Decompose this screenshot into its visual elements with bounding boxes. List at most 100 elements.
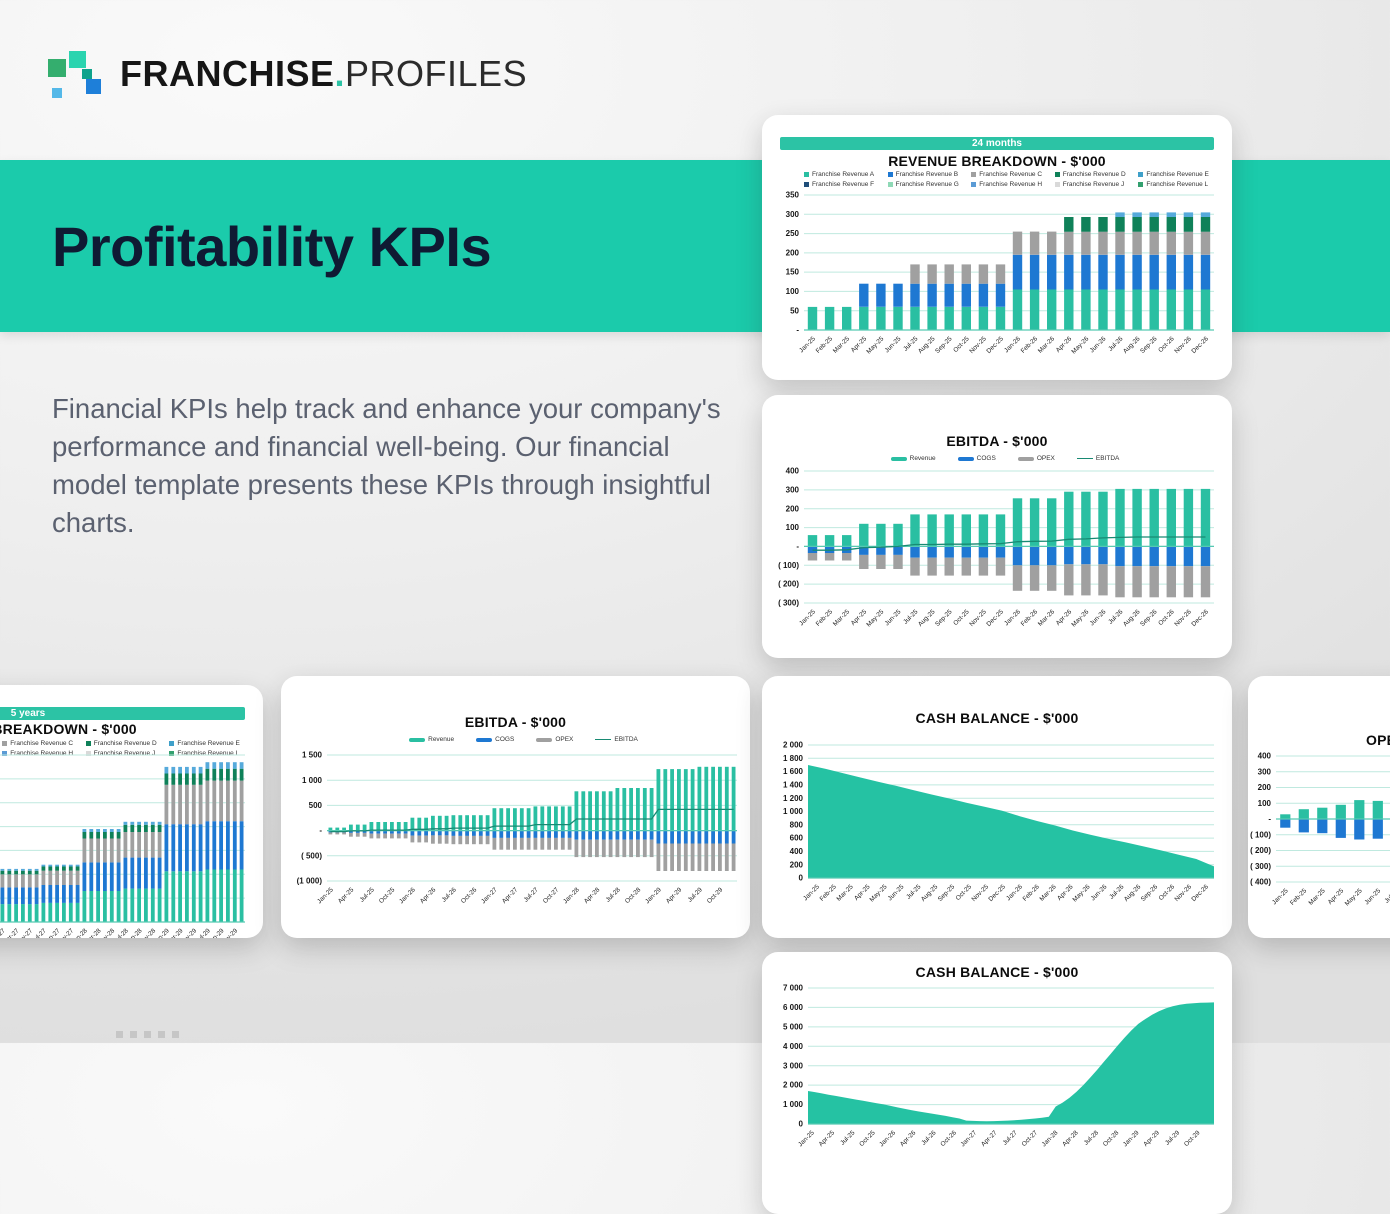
- legend-item: Franchise Revenue E: [1138, 171, 1209, 178]
- svg-text:Nov-25: Nov-25: [968, 335, 988, 355]
- svg-text:-: -: [796, 326, 799, 335]
- legend-label: Franchise Revenue E: [1146, 171, 1209, 178]
- footer-mark: [130, 1031, 137, 1038]
- svg-text:Jul-26: Jul-26: [920, 1129, 938, 1147]
- svg-text:Sep-25: Sep-25: [937, 883, 957, 903]
- svg-text:( 100): ( 100): [1250, 830, 1271, 839]
- svg-text:Aug-26: Aug-26: [1122, 335, 1142, 355]
- svg-text:Jun-25: Jun-25: [887, 883, 906, 902]
- svg-text:Aug-25: Aug-25: [920, 883, 940, 903]
- legend-item: Franchise Revenue L: [169, 750, 239, 757]
- svg-text:Sep-26: Sep-26: [1139, 335, 1159, 355]
- svg-text:May-29: May-29: [178, 927, 198, 938]
- svg-text:Mar-25: Mar-25: [832, 335, 852, 355]
- svg-text:May-26: May-26: [1071, 883, 1091, 903]
- legend-item: EBITDA: [595, 736, 638, 743]
- legend-item: Franchise Revenue H: [971, 181, 1042, 188]
- svg-text:50: 50: [790, 306, 799, 315]
- revenue-breakdown-5y-card: 5 yearsREVENUE BREAKDOWN - $'000 Franchis…: [0, 685, 263, 938]
- svg-text:Jan-26: Jan-26: [1003, 335, 1022, 354]
- svg-text:Aug-25: Aug-25: [917, 608, 937, 628]
- legend-label: EBITDA: [614, 736, 638, 743]
- svg-text:Jan-26: Jan-26: [398, 886, 417, 905]
- slide-title: Profitability KPIs: [52, 214, 492, 278]
- svg-text:Sep-25: Sep-25: [934, 608, 954, 628]
- svg-text:600: 600: [790, 834, 804, 843]
- svg-text:Oct-28: Oct-28: [624, 886, 643, 905]
- legend-label: Franchise Revenue C: [979, 171, 1043, 178]
- chart-title: CASH BALANCE - $'000: [915, 964, 1079, 980]
- svg-text:Mar-26: Mar-26: [1037, 335, 1057, 355]
- svg-text:Jan-28: Jan-28: [562, 886, 581, 905]
- legend-item: Franchise Revenue A: [804, 171, 874, 178]
- legend-item: Franchise Revenue G: [887, 181, 959, 188]
- svg-text:Oct-26: Oct-26: [460, 886, 479, 905]
- svg-text:100: 100: [1258, 799, 1272, 808]
- legend-item: Franchise Revenue L: [1138, 181, 1208, 188]
- legend-marker-icon: [804, 182, 809, 187]
- logo-blue-square: [86, 79, 101, 94]
- svg-text:( 200): ( 200): [1250, 846, 1271, 855]
- svg-text:200: 200: [786, 504, 800, 513]
- svg-text:Feb-25: Feb-25: [819, 883, 839, 903]
- svg-text:May-26: May-26: [1070, 335, 1090, 355]
- chart-title: EBITDA - $'000: [946, 433, 1048, 449]
- svg-text:Feb-25: Feb-25: [1289, 887, 1309, 907]
- chart-title: CASH BALANCE - $'000: [915, 710, 1079, 726]
- intro-paragraph: Financial KPIs help track and enhance yo…: [52, 393, 721, 538]
- legend-marker-icon: [536, 737, 553, 742]
- svg-text:1 600: 1 600: [783, 767, 804, 776]
- svg-text:Jan-25: Jan-25: [1271, 887, 1290, 906]
- ebitda-24m-card: EBITDA - $'000 Revenue COGS OPEX EBITDA 400 30…: [762, 395, 1232, 658]
- chart-title: EBITDA - $'000: [464, 714, 567, 730]
- legend-item: OPEX: [536, 736, 573, 743]
- legend-item: Franchise Revenue D: [1054, 171, 1126, 178]
- svg-text:Jul-25: Jul-25: [839, 1129, 857, 1147]
- svg-text:Sep-28: Sep-28: [124, 927, 144, 938]
- svg-text:Jun-25: Jun-25: [884, 335, 903, 354]
- chart-legend: Revenue COGS OPEX EBITDA: [792, 455, 1218, 462]
- cash-balance-24m-card: CASH BALANCE - $'000 2 000 1 800 1 600 1 400…: [762, 676, 1232, 938]
- svg-text:Feb-26: Feb-26: [1020, 608, 1040, 628]
- cash-balance-5y-card: CASH BALANCE - $'000 7 000 6 000 5 000 4 000…: [762, 952, 1232, 1214]
- legend-marker-icon: [890, 456, 907, 461]
- svg-text:800: 800: [790, 820, 804, 829]
- legend-label: Franchise Revenue A: [812, 171, 875, 178]
- chart-plot: 400 300 200 100 - ( 100) ( 200) ( 300) ( 400)Jan…: [1250, 752, 1390, 907]
- svg-text:350: 350: [786, 191, 800, 200]
- svg-text:Oct-27: Oct-27: [542, 886, 561, 905]
- slide: FRANCHISE.PROFILES Profitability KPIs Fi…: [0, 51, 1390, 1149]
- svg-text:Jul-29: Jul-29: [195, 927, 213, 938]
- svg-text:Jul-25: Jul-25: [1383, 887, 1390, 905]
- legend-marker-icon: [1076, 457, 1093, 460]
- footer-mark: [172, 1031, 179, 1038]
- svg-text:Aug-25: Aug-25: [917, 335, 937, 355]
- svg-text:Jul-27: Jul-27: [523, 886, 541, 904]
- svg-text:1 800: 1 800: [783, 754, 804, 763]
- svg-text:Nov-28: Nov-28: [138, 927, 158, 938]
- svg-text:Mar-25: Mar-25: [1307, 887, 1327, 907]
- legend-item: Franchise Revenue J: [85, 750, 155, 757]
- svg-text:Jan-25: Jan-25: [798, 335, 817, 354]
- svg-text:Nov-29: Nov-29: [220, 927, 240, 938]
- svg-text:400: 400: [790, 847, 804, 856]
- revenue-breakdown-24m-card: 24 months REVENUE BREAKDOWN - $'000 Franch…: [762, 115, 1232, 380]
- svg-text:1 000: 1 000: [783, 1100, 804, 1109]
- svg-text:Jan-27: Jan-27: [0, 927, 7, 938]
- svg-text:500: 500: [309, 801, 323, 810]
- svg-text:Nov-26: Nov-26: [1173, 883, 1193, 903]
- svg-text:Mar-26: Mar-26: [1038, 883, 1058, 903]
- svg-text:1 000: 1 000: [783, 807, 804, 816]
- svg-text:Jul-29: Jul-29: [687, 886, 705, 904]
- svg-text:May-27: May-27: [14, 927, 34, 938]
- period-badge: 24 months: [780, 137, 1214, 150]
- svg-text:Jul-25: Jul-25: [359, 886, 377, 904]
- ebitda-5y-card: EBITDA - $'000 Revenue COGS OPEX EBITDA 1 500…: [281, 676, 750, 938]
- svg-text:Jun-25: Jun-25: [884, 608, 903, 627]
- legend-item: COGS: [957, 455, 996, 462]
- svg-text:Feb-25: Feb-25: [815, 608, 835, 628]
- legend-label: COGS: [495, 736, 515, 743]
- svg-text:1 200: 1 200: [783, 794, 804, 803]
